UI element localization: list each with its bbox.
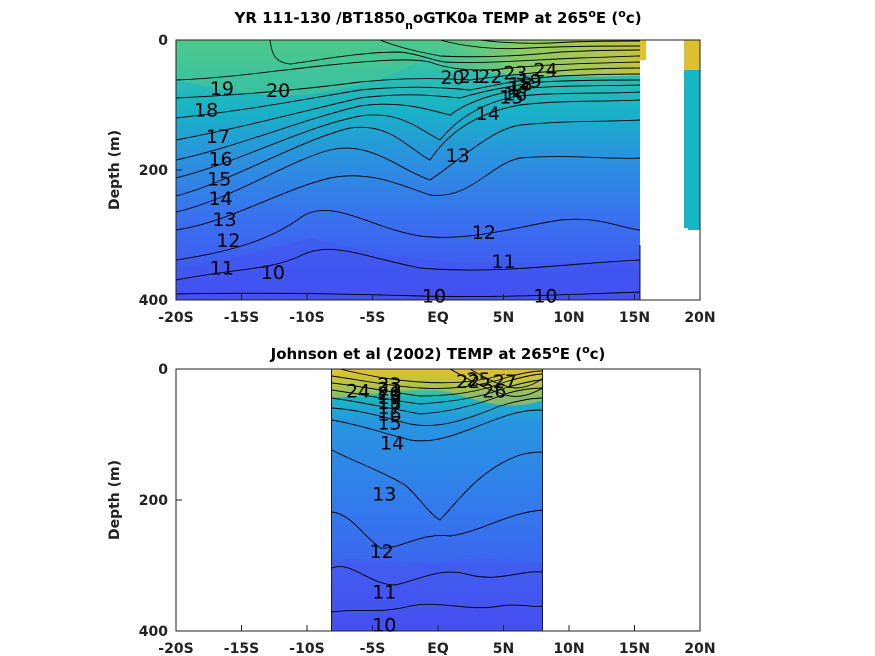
contour-label: 12 bbox=[216, 230, 240, 252]
temperature-field-top bbox=[176, 40, 700, 300]
x-tick-label: 20N bbox=[684, 310, 715, 326]
contour-label: 23 bbox=[503, 63, 527, 85]
contour-label: 21 bbox=[459, 66, 483, 88]
contour-label: 24 bbox=[533, 59, 557, 81]
contours-bottom bbox=[332, 369, 543, 613]
y-axis-label-bottom: Depth (m) bbox=[107, 460, 123, 540]
contour-label: 22 bbox=[478, 66, 502, 88]
contour-label: 20 bbox=[440, 67, 464, 89]
contour-label: 22 bbox=[456, 371, 480, 393]
panel-bottom: Johnson et al (2002) TEMP at 265oE (oc) bbox=[107, 343, 716, 656]
x-tick-label: -10S bbox=[289, 310, 324, 326]
x-tick-label: 15N bbox=[619, 310, 650, 326]
x-tick-label: -15S bbox=[224, 310, 259, 326]
contour-label: 18 bbox=[377, 392, 401, 414]
x-tick-label: 20N bbox=[684, 641, 715, 656]
contour-label: 17 bbox=[206, 126, 230, 148]
x-tick-label: -15S bbox=[224, 641, 259, 656]
contour-label: 16 bbox=[208, 148, 232, 170]
contour-label: 10 bbox=[372, 614, 396, 636]
contour-label: 11 bbox=[372, 582, 396, 604]
contour-label: 11 bbox=[210, 258, 234, 280]
x-tick-label: 10N bbox=[553, 310, 584, 326]
contour-label: 18 bbox=[194, 100, 218, 122]
y-tick-label: 400 bbox=[139, 624, 168, 640]
temperature-field-bottom bbox=[332, 369, 543, 631]
x-tick-label: -5S bbox=[360, 641, 386, 656]
contour-label: 21 bbox=[377, 379, 401, 401]
contour-label: 15 bbox=[377, 413, 401, 435]
contour-label: 19 bbox=[377, 387, 401, 409]
contour-label: 24 bbox=[346, 381, 370, 403]
contour-label: 16 bbox=[503, 83, 527, 105]
contour-label: 15 bbox=[499, 87, 523, 109]
contour-label: 10 bbox=[261, 262, 285, 284]
contour-label: 19 bbox=[518, 70, 542, 92]
x-axis-top: -20S -15S -10S -5S EQ 5N 10N 15N 20N bbox=[158, 294, 716, 326]
y-tick-label: 200 bbox=[139, 163, 168, 179]
y-tick-label: 200 bbox=[139, 493, 168, 509]
chart-title-top: YR 111-130 /BT1850noGTK0a TEMP at 265oE … bbox=[233, 7, 641, 32]
x-tick-label: 5N bbox=[493, 641, 514, 656]
contour-label: 20 bbox=[266, 80, 290, 102]
x-tick-label: -10S bbox=[289, 641, 324, 656]
contour-label: 12 bbox=[472, 222, 496, 244]
x-tick-label: 10N bbox=[553, 641, 584, 656]
contour-label: 27 bbox=[493, 371, 517, 393]
x-tick-label: -20S bbox=[158, 310, 193, 326]
contour-label: 14 bbox=[380, 432, 404, 454]
x-tick-label: -20S bbox=[158, 641, 193, 656]
chart-title-bottom: Johnson et al (2002) TEMP at 265oE (oc) bbox=[270, 343, 606, 363]
contour-label: 23 bbox=[377, 374, 401, 396]
x-tick-label: -5S bbox=[360, 310, 386, 326]
contour-label: 14 bbox=[208, 188, 232, 210]
contour-label: 13 bbox=[446, 145, 470, 167]
x-tick-label: 15N bbox=[619, 641, 650, 656]
y-tick-label: 0 bbox=[158, 362, 168, 378]
contour-label: 10 bbox=[422, 285, 446, 307]
data-edge-right bbox=[542, 369, 543, 631]
contour-label: 17 bbox=[507, 77, 531, 99]
contour-label: 17 bbox=[377, 397, 401, 419]
contours-top bbox=[176, 40, 641, 300]
data-edge-left bbox=[331, 369, 332, 631]
y-tick-label: 400 bbox=[139, 293, 168, 309]
contour-label: 13 bbox=[372, 483, 396, 505]
panel-top: YR 111-130 /BT1850noGTK0a TEMP at 265oE … bbox=[107, 7, 716, 326]
contour-label: 10 bbox=[533, 285, 557, 307]
y-tick-label: 0 bbox=[158, 33, 168, 49]
contour-label: 20 bbox=[377, 383, 401, 405]
contour-label: 15 bbox=[207, 168, 231, 190]
y-axis-label-top: Depth (m) bbox=[107, 130, 123, 210]
contour-label: 11 bbox=[491, 251, 515, 273]
y-axis-bottom: 0 200 400 Depth (m) bbox=[107, 362, 182, 640]
x-axis-bottom: -20S -15S -10S -5S EQ 5N 10N 15N 20N bbox=[158, 625, 716, 656]
contour-label: 19 bbox=[210, 78, 234, 100]
contour-label: 13 bbox=[212, 209, 236, 231]
land-mask-top bbox=[640, 40, 684, 300]
contour-label: 25 bbox=[467, 369, 491, 391]
x-tick-label: EQ bbox=[427, 641, 449, 656]
contour-label: 14 bbox=[476, 103, 500, 125]
y-axis-top: 0 200 400 Depth (m) bbox=[107, 33, 182, 309]
contour-label: 18 bbox=[508, 74, 532, 96]
contour-label: 26 bbox=[482, 381, 506, 403]
x-tick-label: EQ bbox=[427, 310, 449, 326]
x-tick-label: 5N bbox=[493, 310, 514, 326]
contour-label: 16 bbox=[377, 404, 401, 426]
contour-label: 12 bbox=[370, 541, 394, 563]
